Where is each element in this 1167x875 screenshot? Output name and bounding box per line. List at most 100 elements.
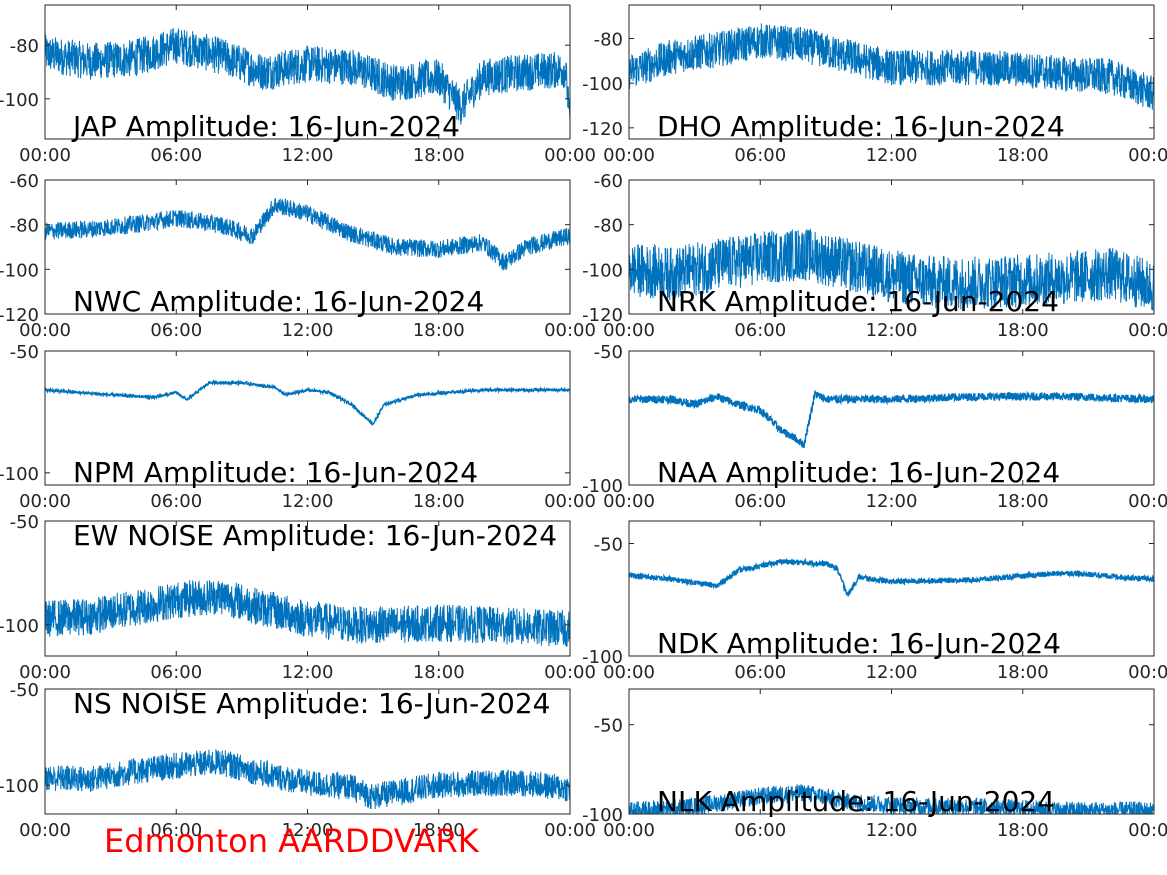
x-tick-label: 00:00 bbox=[19, 491, 71, 512]
subplot-7: 00:00 06:00 12:00 18:00 00:00 -50 -100 EW NOISE… bbox=[0, 512, 596, 683]
x-tick-label: 12:00 bbox=[866, 491, 918, 512]
x-tick-label: 18:00 bbox=[413, 320, 465, 341]
y-tick-label: -80 bbox=[10, 36, 39, 57]
subplot-6: 00:00 06:00 12:00 18:00 00:00 -50 -100 NAA Ampl… bbox=[582, 342, 1167, 512]
subplot-title: NRK Amplitude: 16-Jun-2024 bbox=[657, 285, 1059, 318]
footer-label: Edmonton AARDDVARK bbox=[104, 822, 479, 860]
amplitude-trace bbox=[629, 23, 1154, 110]
x-tick-label: 06:00 bbox=[150, 320, 202, 341]
x-tick-label: 00:00 bbox=[19, 662, 71, 683]
subplot-title: NLK Amplitude: 16-Jun-2024 bbox=[657, 785, 1055, 818]
x-tick-label: 12:00 bbox=[866, 320, 918, 341]
subplot-title: NWC Amplitude: 16-Jun-2024 bbox=[73, 285, 484, 318]
x-tick-label: 18:00 bbox=[997, 320, 1049, 341]
x-tick-label: 00:00 bbox=[544, 662, 596, 683]
x-tick-label: 12:00 bbox=[866, 145, 918, 166]
subplot-5: 00:00 06:00 12:00 18:00 00:00 -50 -100 NPM Ampl… bbox=[0, 342, 596, 512]
x-tick-label: 00:00 bbox=[603, 145, 655, 166]
x-tick-label: 12:00 bbox=[282, 491, 334, 512]
x-tick-label: 06:00 bbox=[150, 820, 202, 841]
x-tick-label: 06:00 bbox=[734, 662, 786, 683]
y-tick-label: -120 bbox=[582, 305, 623, 326]
subplot-title: DHO Amplitude: 16-Jun-2024 bbox=[657, 110, 1065, 143]
y-tick-label: -50 bbox=[10, 680, 39, 701]
x-tick-label: 00:00 bbox=[19, 320, 71, 341]
x-tick-label: 12:00 bbox=[282, 320, 334, 341]
subplot-title: NDK Amplitude: 16-Jun-2024 bbox=[657, 627, 1061, 660]
x-tick-label: 18:00 bbox=[997, 145, 1049, 166]
y-tick-label: -100 bbox=[582, 74, 623, 95]
x-tick-label: 00:00 bbox=[544, 320, 596, 341]
x-tick-label: 00:00 bbox=[544, 491, 596, 512]
x-tick-label: 06:00 bbox=[734, 145, 786, 166]
y-tick-label: -100 bbox=[582, 805, 623, 826]
y-tick-label: -80 bbox=[10, 216, 39, 237]
x-tick-label: 00:00 bbox=[544, 820, 596, 841]
x-tick-label: 00:00 bbox=[19, 145, 71, 166]
x-tick-label: 06:00 bbox=[734, 320, 786, 341]
x-tick-label: 18:00 bbox=[413, 491, 465, 512]
y-tick-label: -80 bbox=[594, 30, 623, 51]
amplitude-trace bbox=[629, 784, 1154, 814]
y-tick-label: -50 bbox=[594, 342, 623, 363]
y-tick-label: -120 bbox=[582, 119, 623, 140]
x-tick-label: 18:00 bbox=[413, 662, 465, 683]
subplot-title: NPM Amplitude: 16-Jun-2024 bbox=[73, 456, 478, 489]
subplot-title: NS NOISE Amplitude: 16-Jun-2024 bbox=[73, 687, 550, 720]
x-tick-label: 12:00 bbox=[866, 662, 918, 683]
x-tick-label: 00:00 bbox=[603, 491, 655, 512]
x-tick-label: 18:00 bbox=[997, 491, 1049, 512]
x-tick-label: 06:00 bbox=[734, 820, 786, 841]
subplot-title: EW NOISE Amplitude: 16-Jun-2024 bbox=[73, 519, 557, 552]
y-tick-label: -100 bbox=[582, 647, 623, 668]
amplitude-trace bbox=[629, 228, 1154, 311]
x-tick-label: 00:00 bbox=[19, 820, 71, 841]
x-tick-label: 06:00 bbox=[150, 145, 202, 166]
y-tick-label: -100 bbox=[582, 260, 623, 281]
y-tick-label: -60 bbox=[594, 171, 623, 192]
x-tick-label: 00:00 bbox=[1128, 491, 1167, 512]
y-tick-label: -50 bbox=[10, 342, 39, 363]
subplot-9: 00:00 06:00 12:00 18:00 00:00 -50 -100 NS NOISE… bbox=[0, 680, 596, 841]
amplitude-trace bbox=[45, 198, 570, 271]
y-tick-label: -50 bbox=[10, 512, 39, 533]
amplitude-trace bbox=[45, 28, 570, 135]
x-tick-label: 00:00 bbox=[1128, 662, 1167, 683]
x-tick-label: 12:00 bbox=[282, 820, 334, 841]
x-tick-label: 06:00 bbox=[150, 662, 202, 683]
x-tick-label: 00:00 bbox=[1128, 320, 1167, 341]
y-tick-label: -100 bbox=[0, 260, 39, 281]
y-tick-label: -100 bbox=[0, 616, 39, 637]
amplitude-trace bbox=[629, 558, 1154, 597]
subplot-title: JAP Amplitude: 16-Jun-2024 bbox=[71, 110, 460, 143]
subplot-4: 00:00 06:00 12:00 18:00 00:00 -60 -80 -100 -120 N… bbox=[582, 171, 1167, 341]
x-tick-label: 12:00 bbox=[866, 820, 918, 841]
x-tick-label: 12:00 bbox=[282, 662, 334, 683]
subplot-2: 00:00 06:00 12:00 18:00 00:00 -80 -100 -120 DHO … bbox=[582, 4, 1167, 166]
amplitude-trace bbox=[45, 580, 570, 647]
y-tick-label: -100 bbox=[582, 476, 623, 497]
x-tick-label: 12:00 bbox=[282, 145, 334, 166]
subplot-3: 00:00 06:00 12:00 18:00 00:00 -60 -80 -100 -120 N… bbox=[0, 171, 596, 341]
x-tick-label: 00:00 bbox=[544, 145, 596, 166]
x-tick-label: 00:00 bbox=[603, 662, 655, 683]
x-tick-label: 18:00 bbox=[413, 820, 465, 841]
subplot-10: 00:00 06:00 12:00 18:00 00:00 -50 -100 NLK Ampl… bbox=[582, 688, 1167, 841]
x-tick-label: 00:00 bbox=[603, 320, 655, 341]
y-tick-label: -120 bbox=[0, 305, 39, 326]
x-tick-label: 18:00 bbox=[413, 145, 465, 166]
y-tick-label: -50 bbox=[594, 535, 623, 556]
x-tick-label: 06:00 bbox=[150, 491, 202, 512]
subplot-title: NAA Amplitude: 16-Jun-2024 bbox=[657, 456, 1060, 489]
y-tick-label: -100 bbox=[0, 776, 39, 797]
y-tick-label: -80 bbox=[594, 216, 623, 237]
amplitude-trace bbox=[45, 379, 570, 427]
x-tick-label: 18:00 bbox=[997, 662, 1049, 683]
subplot-8: 00:00 06:00 12:00 18:00 00:00 -50 -100 NDK Ampl… bbox=[582, 520, 1167, 683]
y-tick-label: -60 bbox=[10, 171, 39, 192]
amplitude-trace bbox=[45, 749, 570, 810]
y-tick-label: -100 bbox=[0, 464, 39, 485]
x-tick-label: 00:00 bbox=[1128, 145, 1167, 166]
amplitude-trace bbox=[629, 390, 1154, 448]
